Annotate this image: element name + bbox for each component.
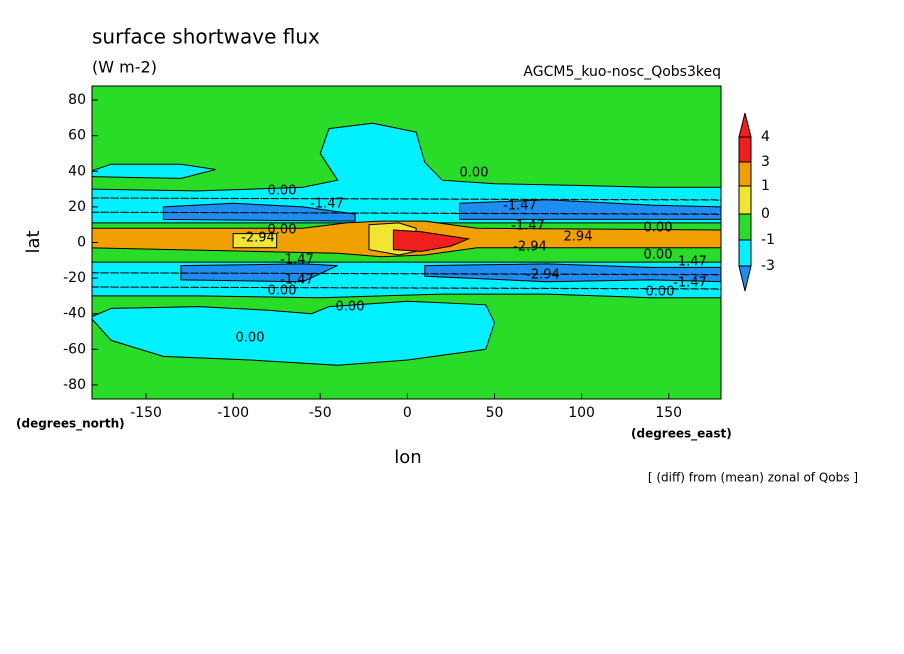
y-tick-label: 60	[68, 128, 86, 144]
colorbar-segment	[738, 185, 752, 215]
y-units: (degrees_north)	[16, 417, 125, 432]
chart-subtitle: (W m-2)	[92, 58, 157, 77]
contour-label: 0.00	[236, 331, 265, 346]
x-tick-label: -150	[130, 405, 162, 421]
y-tick-label: 20	[68, 199, 86, 215]
contour-label: -2.94	[526, 268, 560, 283]
contour-region	[92, 122, 721, 224]
colorbar-label: 1	[761, 178, 770, 194]
y-tick-label: 0	[77, 235, 86, 251]
experiment-label: AGCM5_kuo-nosc_Qobs3keq	[523, 64, 721, 80]
contour-line	[92, 197, 721, 201]
colorbar-arrow-top	[738, 112, 752, 138]
x-tick-label: -100	[217, 405, 249, 421]
contour-label: -1.47	[310, 197, 344, 212]
contour-region	[232, 233, 278, 249]
colorbar-label: -3	[761, 258, 775, 274]
colorbar-arrow-bottom	[738, 265, 752, 292]
contour-region	[424, 263, 721, 283]
chart-title: surface shortwave flux	[92, 25, 320, 49]
y-tick-label: 80	[68, 92, 86, 108]
x-axis-label: lon	[394, 447, 421, 468]
contour-label: -1.47	[673, 276, 707, 291]
contour-line	[92, 211, 721, 215]
contour-label: -1.47	[280, 273, 314, 288]
y-tick-label: -20	[63, 270, 86, 286]
contour-region	[180, 263, 338, 283]
contour-label: 2.94	[564, 230, 593, 245]
x-tick-label: 150	[655, 405, 682, 421]
contour-label: -1.47	[673, 255, 707, 270]
contour-line	[92, 272, 721, 276]
contour-label: 0.00	[646, 285, 675, 300]
contour-region	[162, 202, 356, 222]
contour-label: -2.94	[513, 240, 547, 255]
y-tick-label: -40	[63, 306, 86, 322]
colorbar-segment	[738, 239, 752, 267]
contour-label: 0.00	[644, 248, 673, 263]
y-tick-label: 40	[68, 163, 86, 179]
contour-label: 0.00	[268, 223, 297, 238]
x-tick-label: -50	[309, 405, 332, 421]
contour-region	[392, 229, 471, 252]
plot-area	[92, 86, 721, 399]
x-tick-label: 0	[403, 405, 412, 421]
colorbar-label: 3	[761, 154, 770, 170]
contour-label: 0.00	[644, 221, 673, 236]
colorbar-segment	[738, 213, 752, 241]
x-tick-label: 50	[486, 405, 504, 421]
colorbar-segment	[738, 136, 752, 163]
y-tick-label: -80	[63, 377, 86, 393]
y-axis-label: lat	[23, 230, 44, 253]
contour-label: 0.00	[268, 184, 297, 199]
contour-label: 0.00	[460, 166, 489, 181]
contour-region	[92, 163, 216, 179]
colorbar-label: 4	[761, 129, 770, 145]
contour-label: -1.47	[511, 219, 545, 234]
note: [ (diff) from (mean) zonal of Qobs ]	[648, 471, 858, 485]
contour-label: 0.00	[268, 284, 297, 299]
contour-label: -2.94	[241, 231, 275, 246]
colorbar-segment	[738, 161, 752, 187]
contour-label: -1.47	[280, 253, 314, 268]
y-tick-label: -60	[63, 341, 86, 357]
contour-line	[92, 286, 721, 290]
colorbar-label: -1	[761, 232, 775, 248]
x-units: (degrees_east)	[631, 427, 732, 442]
x-tick-label: 100	[568, 405, 595, 421]
colorbar-label: 0	[761, 206, 770, 222]
contour-label: -1.47	[503, 199, 537, 214]
contour-region	[92, 300, 496, 366]
contour-label: 0.00	[336, 300, 365, 315]
